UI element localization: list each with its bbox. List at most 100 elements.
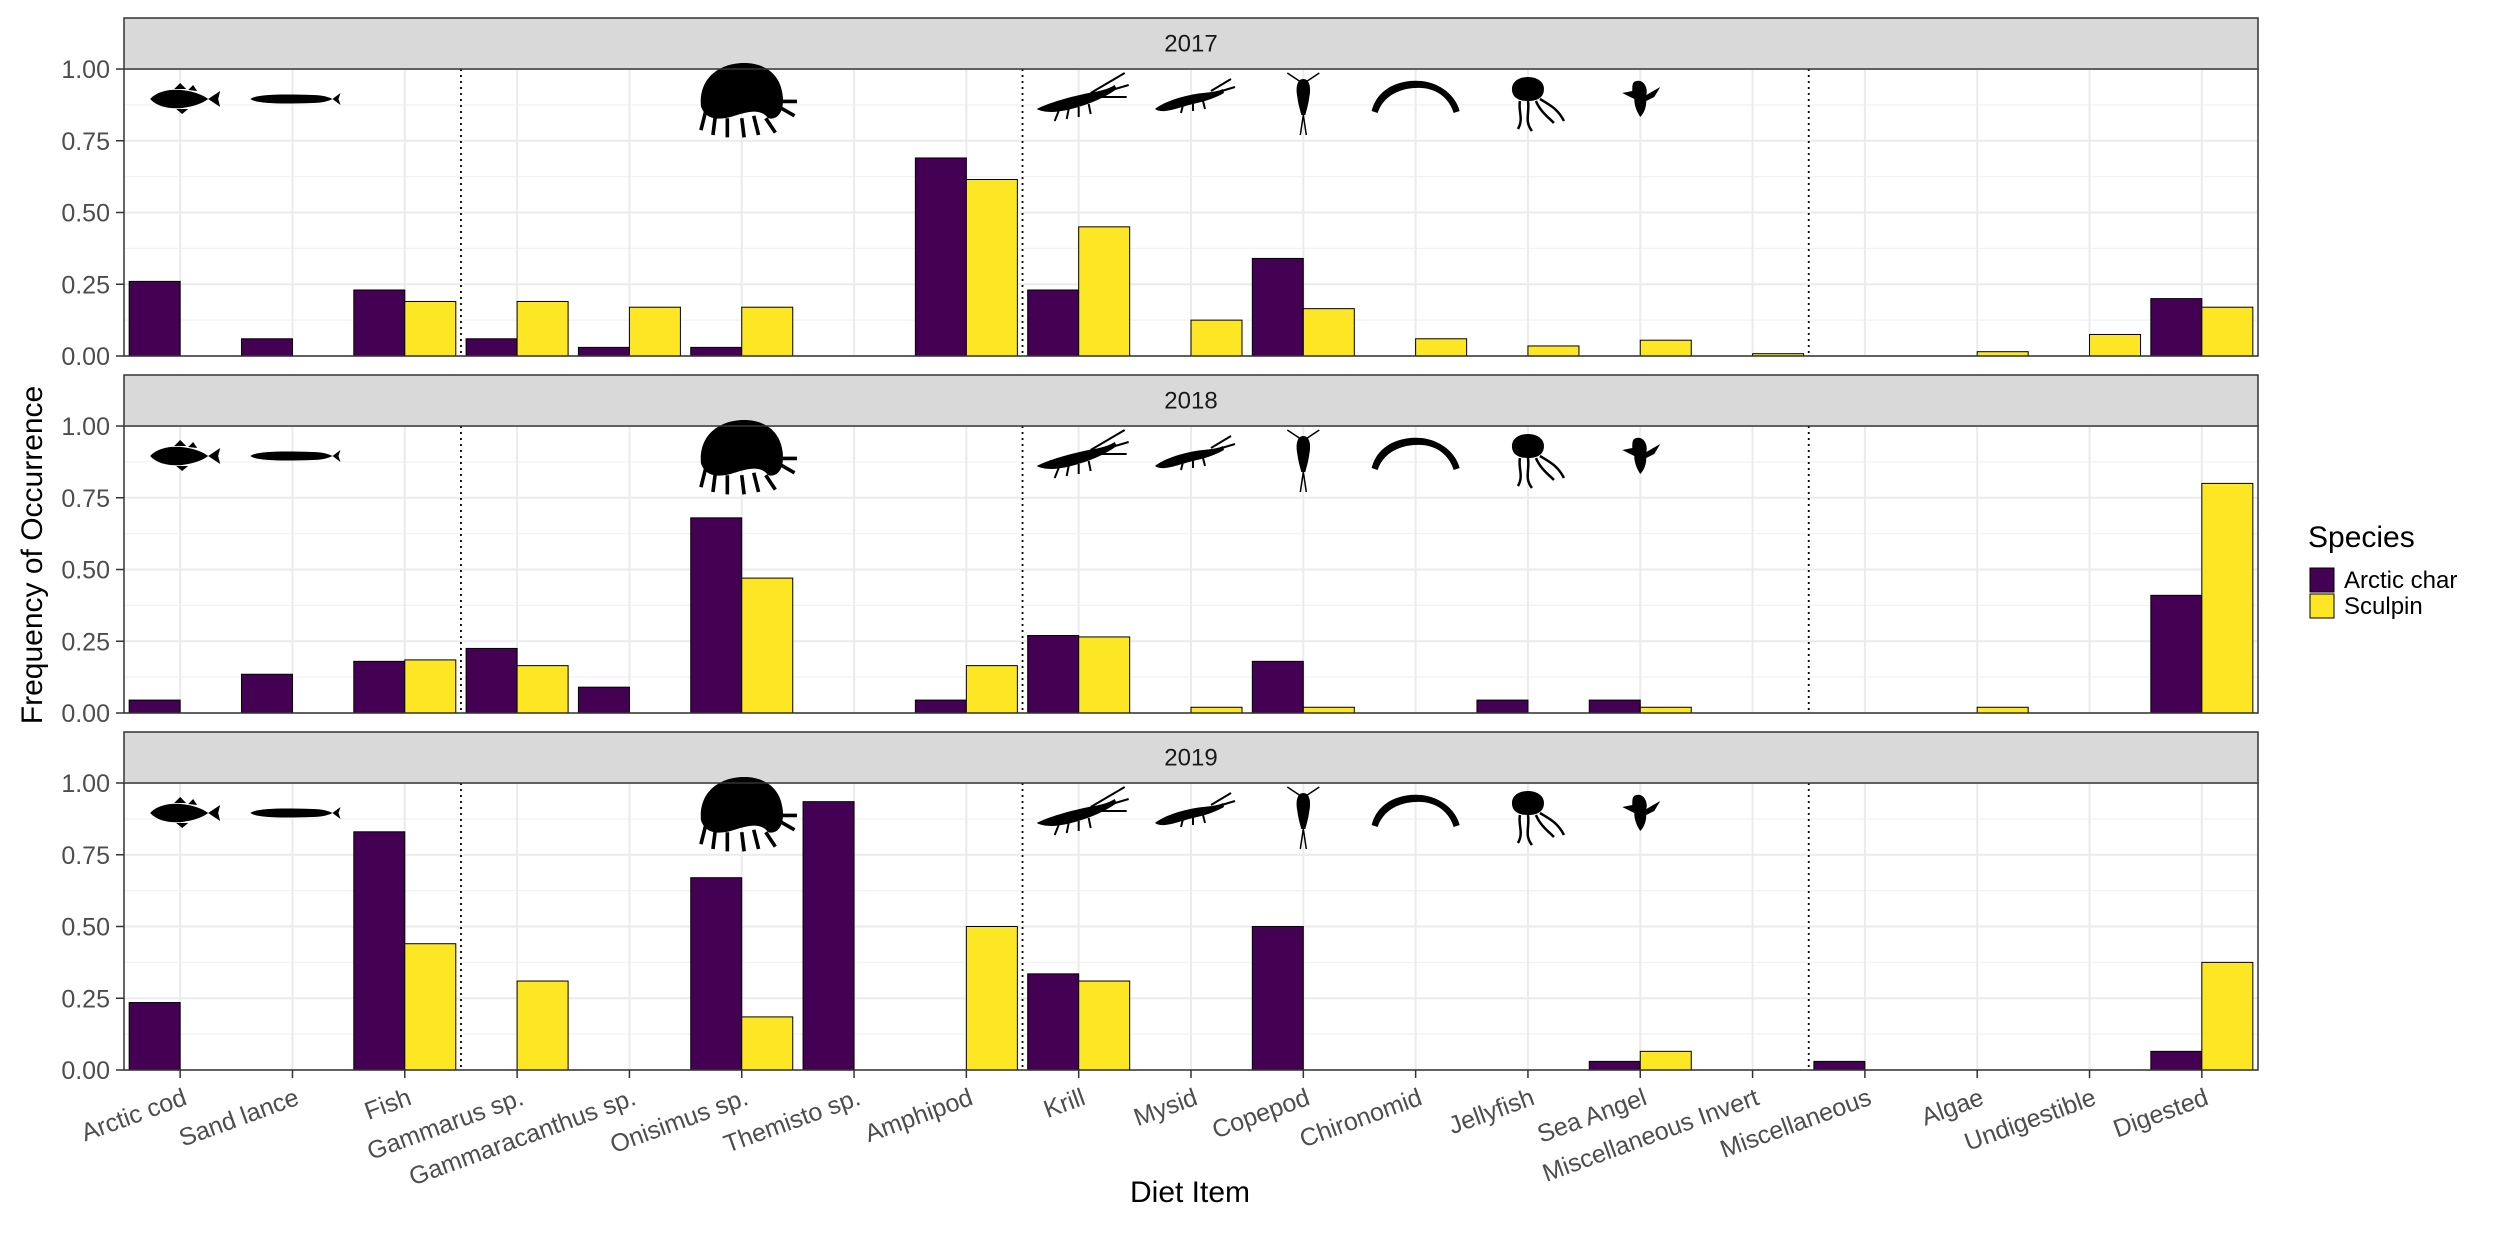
facet-strip [123,374,2259,427]
jellyfish-icon [1511,434,1566,489]
bar-arctic-char [240,338,293,357]
y-tick-label: 0.50 [61,914,110,942]
amphipod-icon [699,63,797,138]
mysid-icon [1155,435,1236,471]
x-tick-label: Digested [2110,1083,2212,1143]
legend-key [2309,593,2335,619]
y-tick-label: 0.00 [61,700,110,728]
bar-arctic-char [1251,257,1304,357]
sand-lance-icon [250,93,341,105]
bar-arctic-char [914,157,967,357]
arctic-cod-icon [150,83,221,114]
facet-panel-2018: 2018 0.00 0.25 0.50 0.75 1.00 [61,374,2259,728]
x-tick-label: Arctic cod [77,1083,190,1147]
sand-lance-icon [250,450,341,462]
copepod-icon [1286,786,1320,850]
mysid-icon [1155,792,1236,828]
bar-sculpin [2089,333,2142,357]
arctic-cod-icon [150,440,221,471]
y-tick-label: 0.25 [61,628,110,656]
panel-border [123,68,2259,357]
bar-arctic-char [690,346,743,357]
bar-sculpin [741,577,794,714]
bar-sculpin [404,659,457,714]
y-tick-label: 0.00 [61,343,110,371]
bar-arctic-char [577,346,630,357]
bar-sculpin [741,1016,794,1071]
y-axis-title: Frequency of Occurrence [16,386,49,724]
y-tick-label: 0.75 [61,842,110,870]
y-tick-label: 1.00 [61,413,110,441]
bar-arctic-char [2150,298,2203,357]
facet-strip-label: 2017 [1164,31,1217,58]
arctic-cod-icon [150,797,221,828]
bar-arctic-char [577,686,630,714]
bar-sculpin [404,943,457,1071]
bar-sculpin [516,980,569,1071]
krill-icon [1036,429,1129,479]
y-tick-label: 1.00 [61,770,110,798]
bar-sculpin [965,178,1018,357]
bar-sculpin [1078,636,1131,714]
bar-arctic-char [1588,699,1641,714]
bar-sculpin [1639,706,1692,714]
sand-lance-icon [250,807,341,819]
amphipod-icon [699,777,797,852]
bar-arctic-char [353,289,406,357]
bar-arctic-char [465,647,518,714]
x-axis-title: Diet Item [1130,1176,1250,1209]
bar-sculpin [404,300,457,357]
bar-sculpin [1639,339,1692,357]
bar-arctic-char [128,1002,181,1071]
bar-arctic-char [1251,926,1304,1071]
legend-key [2309,567,2335,593]
bar-sculpin [1078,226,1131,357]
chironomid-icon [1371,80,1460,114]
facet-strip [123,731,2259,784]
bar-arctic-char [465,338,518,357]
krill-icon [1036,786,1129,836]
bar-arctic-char [914,699,967,714]
bar-arctic-char [2150,594,2203,714]
bar-sculpin [1302,706,1355,714]
bar-sculpin [2201,482,2254,714]
panel-border [123,425,2259,714]
bar-arctic-char [690,517,743,714]
copepod-icon [1286,429,1320,493]
bar-sculpin [1078,980,1131,1071]
bar-arctic-char [353,660,406,714]
y-tick-label: 0.50 [61,557,110,585]
chironomid-icon [1371,437,1460,470]
krill-icon [1036,72,1129,122]
panels-layer: 2017 0.00 0.25 0.50 0.75 1.00 2018 0.00 0.25 0.50… [61,17,2259,1085]
x-tick-label: Sand lance [175,1083,302,1152]
y-tick-label: 0.25 [61,985,110,1013]
bar-sculpin [516,665,569,714]
bar-arctic-char [1027,635,1080,714]
bar-arctic-char [240,673,293,714]
bar-sculpin [1639,1050,1692,1071]
bar-arctic-char [802,801,855,1071]
facet-strip-label: 2018 [1164,388,1217,415]
bar-arctic-char [1476,699,1529,714]
bar-arctic-char [2150,1050,2203,1071]
bar-sculpin [1190,706,1243,714]
legend-label: Arctic char [2344,567,2457,594]
facet-panel-2017: 2017 0.00 0.25 0.50 0.75 1.00 [61,17,2259,371]
y-tick-label: 0.25 [61,271,110,299]
x-tick-label: Chironomid [1296,1083,1426,1153]
bar-arctic-char [353,831,406,1071]
y-tick-label: 0.50 [61,200,110,228]
jellyfish-icon [1511,77,1566,132]
jellyfish-icon [1511,791,1566,846]
x-tick-label: Krill [1040,1083,1089,1124]
facet-strip-label: 2019 [1164,745,1217,772]
bar-sculpin [516,300,569,357]
x-tick-label: Amphipod [861,1083,976,1148]
y-tick-label: 1.00 [61,56,110,84]
bar-sculpin [965,665,1018,714]
legend-title: Species [2308,521,2415,554]
